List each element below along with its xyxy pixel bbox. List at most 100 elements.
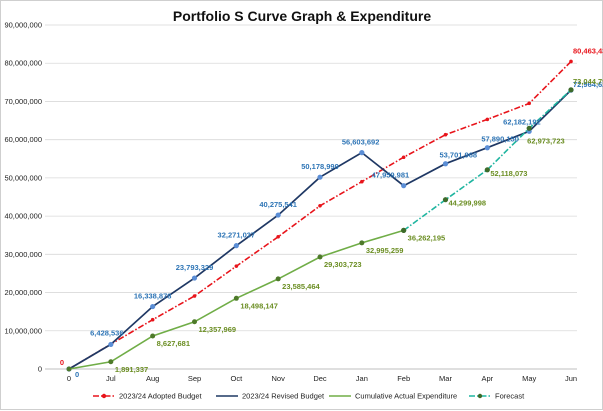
data-label: 0 [60,358,64,367]
data-label: 44,299,998 [449,199,487,208]
data-point [568,87,574,93]
data-label: 36,262,195 [408,233,446,242]
data-point [191,275,198,281]
x-tick-label: Aug [146,374,159,383]
data-label: 29,303,723 [324,260,362,269]
data-point [234,264,239,268]
x-tick-label: Apr [481,374,493,383]
y-tick-label: 50,000,000 [4,173,42,182]
data-point [275,212,281,218]
x-tick-label: May [522,374,536,383]
data-point [66,366,72,372]
data-label: 1,891,337 [115,365,148,374]
data-label: 56,603,692 [342,138,380,147]
x-tick-label: Jun [565,374,577,383]
series-line [403,89,572,232]
x-tick-label: Feb [397,374,410,383]
legend-label: Forecast [495,392,525,401]
data-point [318,203,322,208]
y-tick-label: 20,000,000 [4,288,42,297]
data-point [317,254,323,260]
data-label: 57,890,150 [481,135,519,144]
data-point [150,303,156,310]
y-tick-label: 80,000,000 [4,59,42,68]
y-tick-label: 90,000,000 [4,21,42,30]
data-label: 23,793,329 [176,263,214,272]
y-tick-label: 60,000,000 [4,135,42,144]
data-label: 32,271,037 [218,231,256,240]
data-point [527,101,531,106]
data-point [359,240,365,246]
legend-label: 2023/24 Adopted Budget [119,392,202,401]
data-label: 16,338,878 [134,292,172,301]
data-point [108,359,114,365]
data-point [150,317,155,322]
chart-title: Portfolio S Curve Graph & Expenditure [173,8,431,24]
series-lines [66,59,574,372]
data-point [233,243,239,249]
y-tick-label: 0 [38,365,42,374]
data-point [401,155,406,160]
data-label: 53,701,968 [440,151,478,160]
data-label: 80,463,438 [573,46,603,55]
series-line [68,60,572,370]
data-label: 8,627,681 [157,339,190,348]
legend-label: Cumulative Actual Expenditure [355,392,457,401]
x-tick-label: 0 [67,374,71,383]
x-tick-label: Mar [439,374,452,383]
data-label: 0 [75,370,79,379]
data-label: 62,182,192 [503,117,541,126]
data-label: 50,178,999 [301,162,339,171]
y-tick-label: 30,000,000 [4,250,42,259]
data-label: 52,118,073 [490,169,527,178]
legend-label: 2023/24 Revised Budget [242,392,325,401]
data-point [443,132,448,137]
data-label: 47,959,981 [372,171,410,180]
data-point [442,197,449,203]
data-point [275,276,281,282]
data-point [484,167,490,173]
x-tick-label: Nov [271,374,285,383]
data-label: 72,964,629 [573,80,603,89]
data-label: 40,275,541 [259,200,297,209]
data-label: 23,585,464 [282,282,320,291]
x-tick-label: Sep [188,374,201,383]
data-label: 6,428,536 [90,328,123,337]
data-point [485,117,490,122]
data-point [317,174,323,180]
data-point [233,295,239,301]
data-point [276,234,280,239]
data-point [569,59,573,64]
series-line [68,89,572,370]
y-tick-label: 70,000,000 [4,97,42,106]
data-point [192,319,197,325]
x-tick-label: Jul [106,374,116,383]
data-point [360,179,364,184]
data-point [484,145,490,151]
data-point [526,125,532,131]
gridlines [45,24,577,370]
axes: 0 10,000,000 20,000,000 30,000,000 40,000,00… [4,21,577,384]
x-tick-label: Oct [230,374,243,383]
x-tick-label: Dec [313,374,327,383]
data-point [192,294,197,298]
data-label: 73,044,791 [573,77,603,86]
y-tick-label: 40,000,000 [4,212,42,221]
data-point [401,183,407,189]
data-label: 62,973,723 [527,136,565,145]
legend-swatch-marker [477,393,483,399]
data-point [108,341,114,348]
data-point [359,150,365,156]
data-point [401,227,407,233]
data-point [442,161,449,167]
x-tick-label: Jan [356,374,368,383]
data-label: 18,498,147 [240,301,278,310]
y-tick-label: 10,000,000 [4,326,42,335]
data-label: 12,357,969 [199,325,237,334]
data-point [150,333,156,339]
data-labels: 0 80,463,438 0 6,428,536 16,338,878 23,793,32… [60,46,603,379]
data-label: 32,995,259 [366,246,404,255]
legend: 2023/24 Adopted Budget 2023/24 Revised Bu… [93,392,525,401]
